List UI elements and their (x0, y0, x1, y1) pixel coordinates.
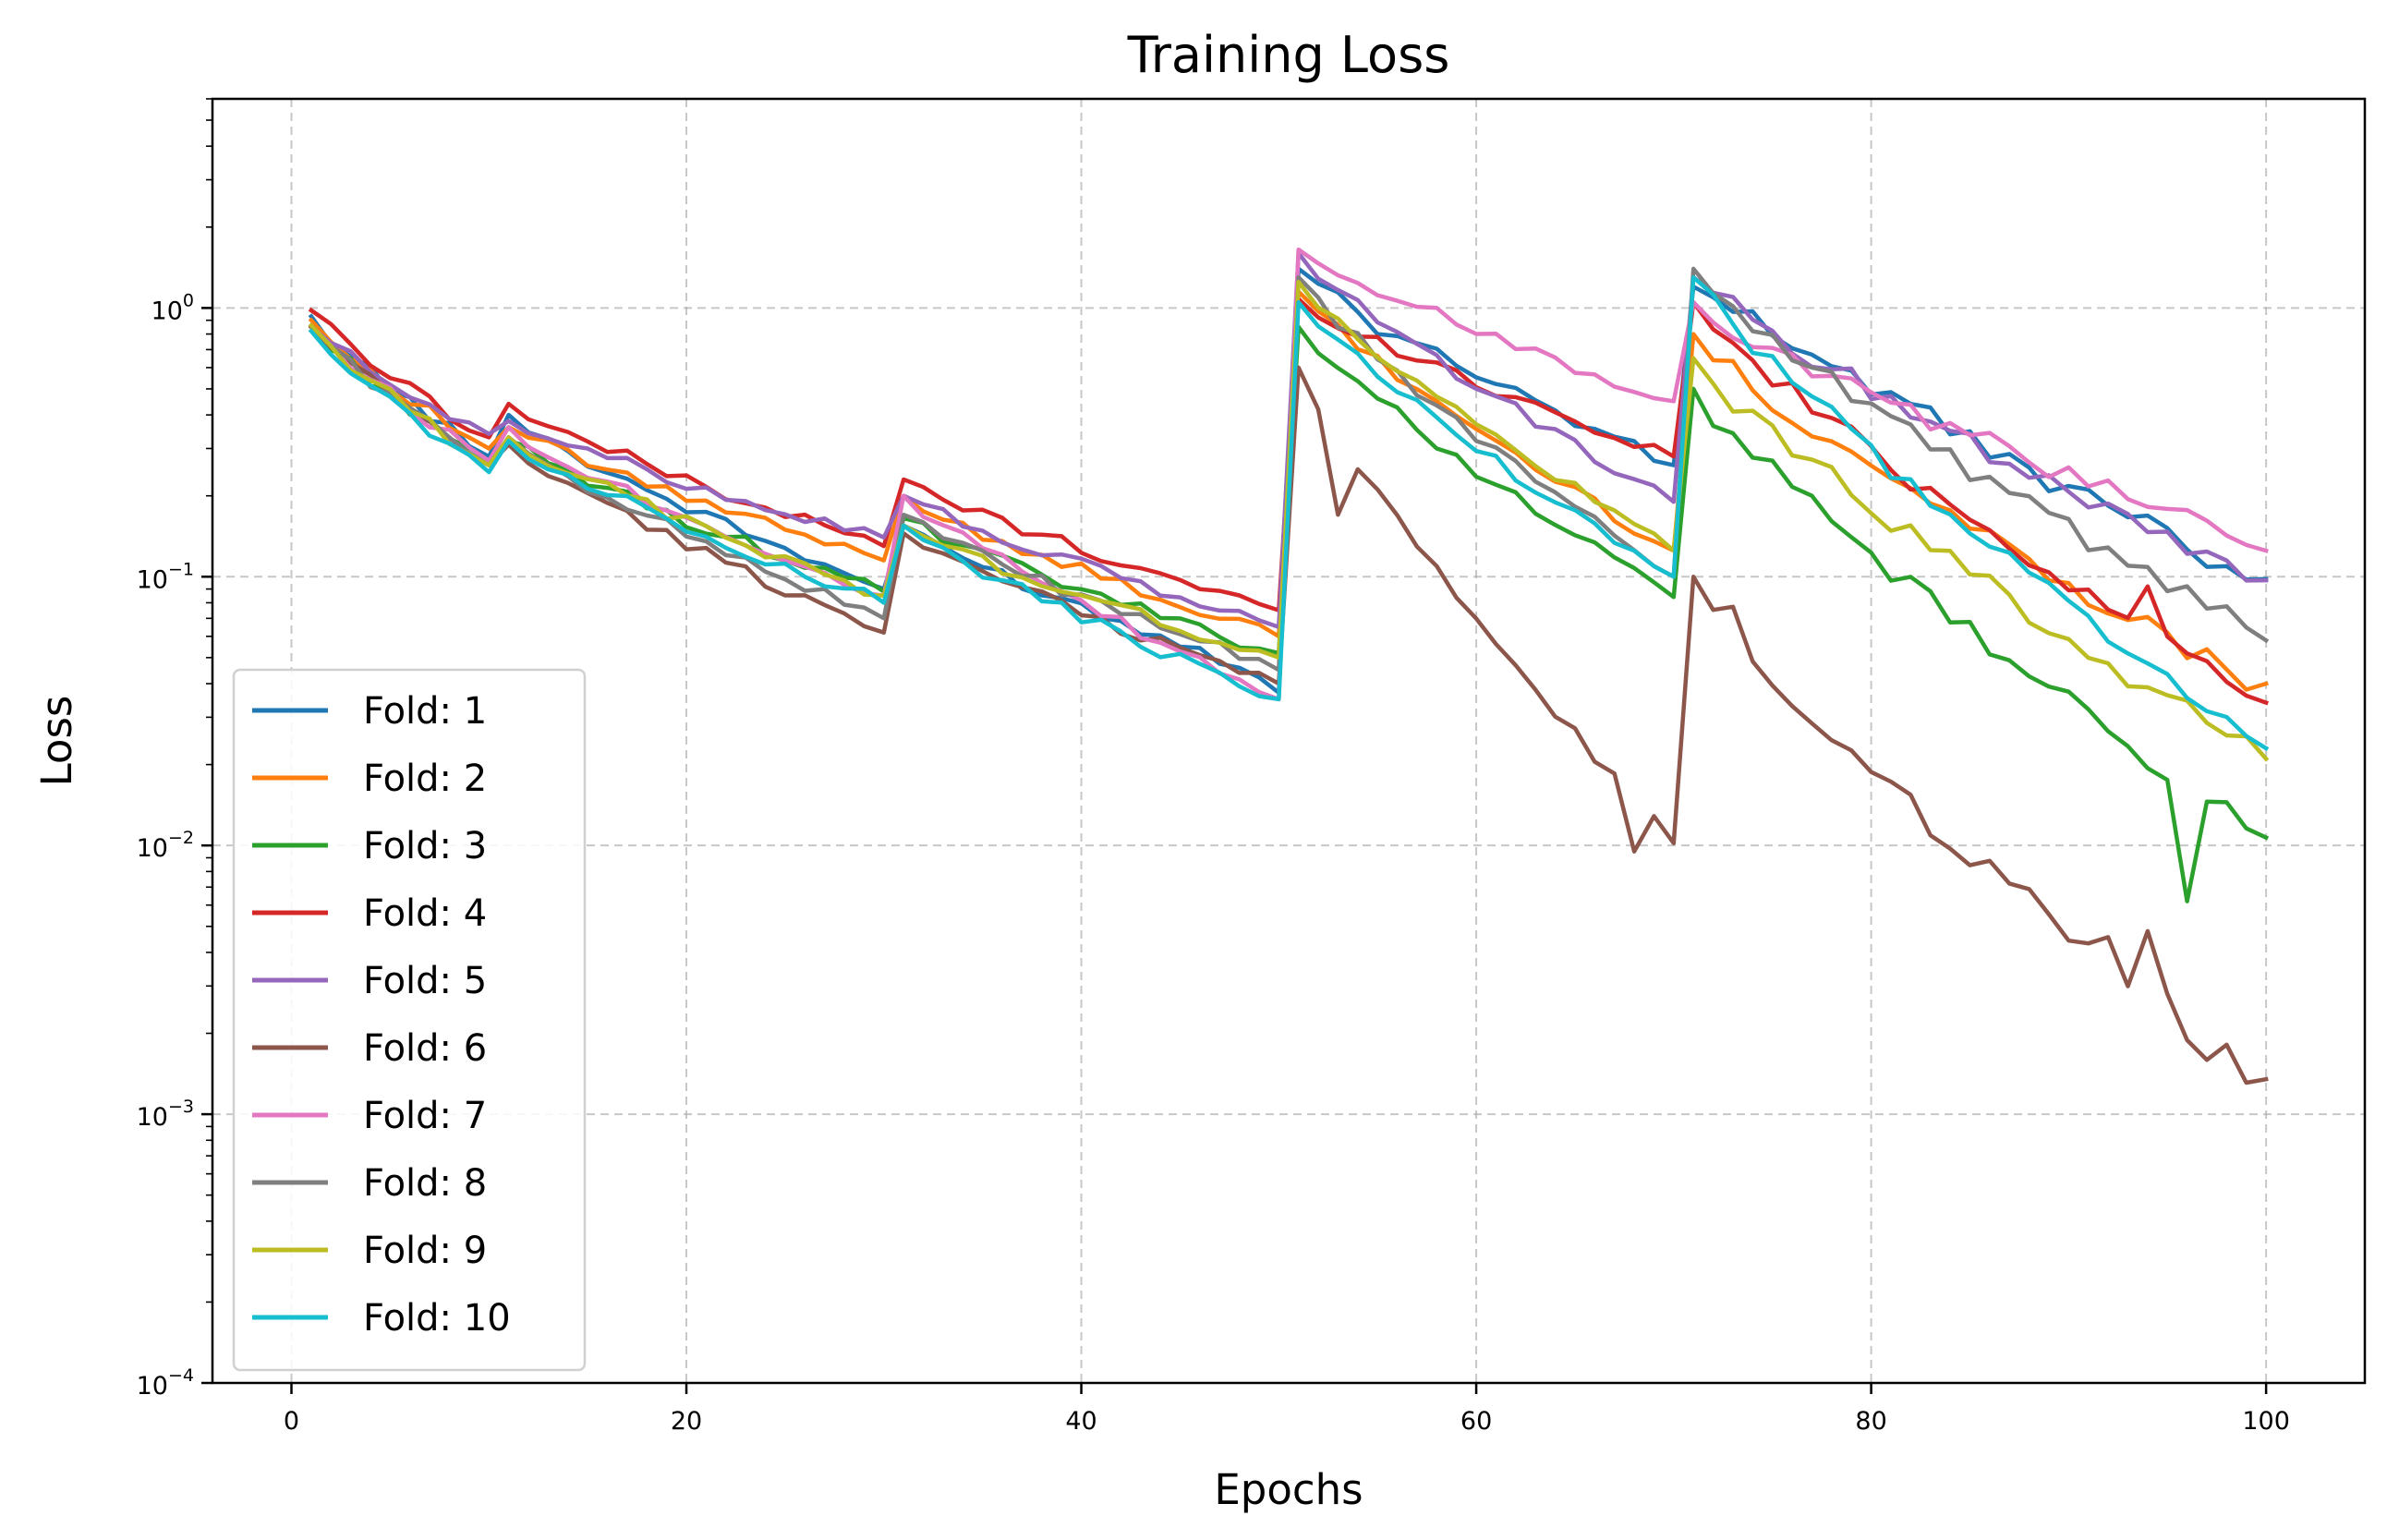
chart-title: Training Loss (1127, 26, 1450, 84)
y-tick-label: 10−4 (137, 1365, 194, 1401)
y-tick-label: 10−1 (137, 559, 194, 594)
y-tick-label: 10−2 (137, 828, 194, 863)
x-tick-label: 0 (284, 1407, 299, 1436)
legend-label: Fold: 7 (363, 1095, 487, 1137)
legend-label: Fold: 4 (363, 892, 487, 935)
legend-label: Fold: 3 (363, 825, 487, 867)
legend-label: Fold: 10 (363, 1297, 511, 1340)
legend-label: Fold: 2 (363, 758, 487, 800)
legend-label: Fold: 1 (363, 690, 487, 733)
legend-label: Fold: 5 (363, 960, 487, 1002)
plot-frame (211, 97, 2367, 1385)
plot-series (308, 247, 2270, 1085)
x-axis-label: Epochs (1214, 1465, 1363, 1514)
x-axis: 0 20 40 60 80 100 (284, 1383, 2290, 1436)
y-axis: 10−4 10−3 10−2 10−1 100 (137, 98, 212, 1401)
y-tick-label: 10−3 (137, 1097, 194, 1132)
legend: Fold: 1 Fold: 2 Fold: 3 Fold: 4 Fold: 5 Fold:… (232, 668, 587, 1372)
legend-label: Fold: 6 (363, 1027, 487, 1070)
x-tick-label: 100 (2242, 1407, 2290, 1436)
x-tick-label: 20 (671, 1407, 702, 1436)
legend-label: Fold: 9 (363, 1230, 487, 1272)
x-tick-label: 80 (1855, 1407, 1886, 1436)
y-tick-label: 100 (151, 290, 194, 325)
legend-label: Fold: 8 (363, 1162, 487, 1205)
x-tick-label: 40 (1065, 1407, 1097, 1436)
y-axis-label: Loss (32, 696, 81, 787)
series-line-fold-10 (308, 274, 2270, 752)
x-tick-label: 60 (1460, 1407, 1492, 1436)
